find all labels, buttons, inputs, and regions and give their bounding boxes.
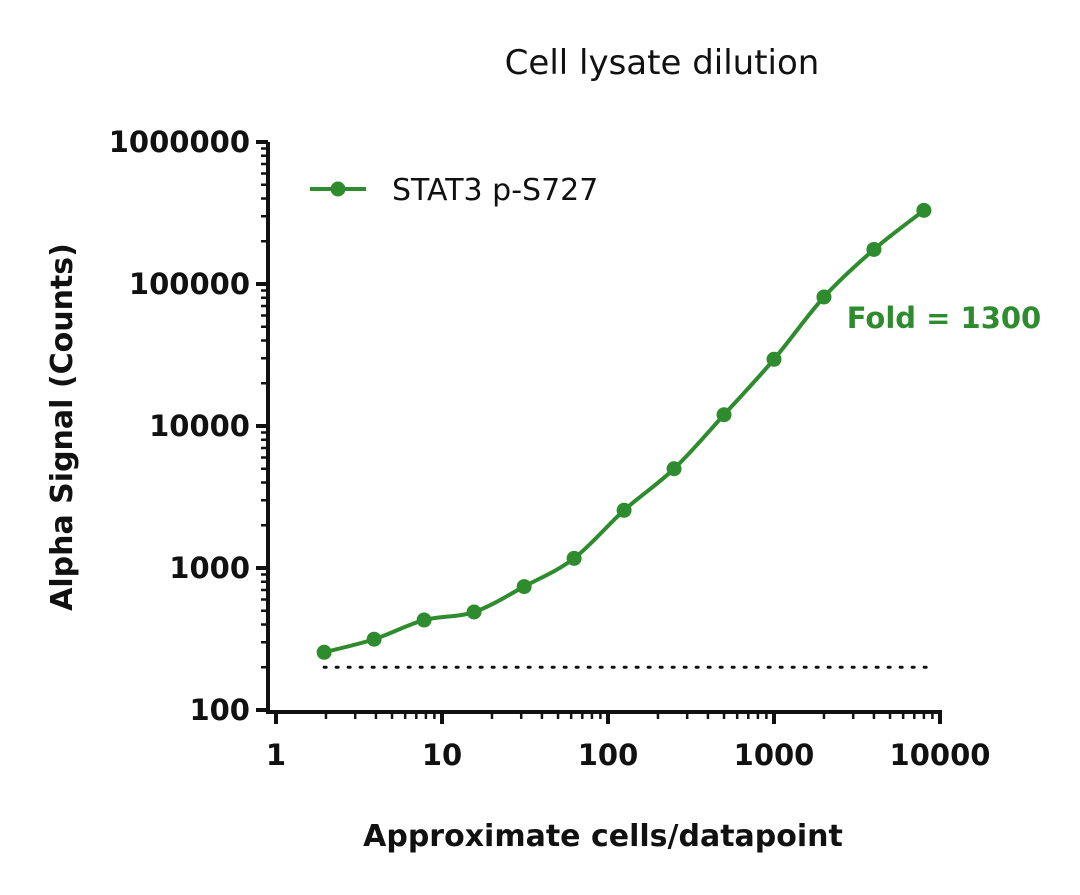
y-axis-title: Alpha Signal (Counts)	[45, 243, 80, 611]
y-tick-label: 100	[189, 693, 250, 727]
data-point	[866, 241, 882, 257]
data-point	[616, 502, 632, 518]
y-tick-label: 10000	[149, 409, 250, 443]
series-line	[323, 208, 926, 655]
data-point	[316, 644, 332, 660]
series-group	[316, 202, 932, 660]
data-point	[916, 202, 932, 218]
y-tick-label: 100000	[129, 267, 250, 301]
x-tick-label: 100	[578, 738, 639, 772]
y-tick-label: 1000	[169, 551, 250, 585]
data-point	[766, 351, 782, 367]
legend-label: STAT3 p-S727	[392, 173, 598, 208]
fold-annotation: Fold = 1300	[847, 301, 1041, 335]
x-tick-label: 1000	[734, 738, 815, 772]
legend: STAT3 p-S727	[310, 173, 598, 208]
data-point	[666, 461, 682, 477]
y-tick-label: 1000000	[109, 125, 250, 159]
data-point	[716, 407, 732, 423]
chart-title: Cell lysate dilution	[505, 43, 820, 83]
data-point	[566, 550, 582, 566]
legend-marker	[330, 181, 346, 197]
x-tick-label: 10	[422, 738, 462, 772]
axes: 100 1000 10000 100000 1000000 1 10 100 1000 10000	[109, 125, 991, 772]
data-point	[466, 604, 482, 620]
data-point	[816, 289, 832, 305]
data-point	[416, 612, 432, 628]
data-point	[516, 579, 532, 595]
x-tick-label: 10000	[890, 738, 991, 772]
data-point	[366, 631, 382, 647]
x-axis-title: Approximate cells/datapoint	[363, 819, 843, 854]
x-tick-label: 1	[266, 738, 286, 772]
